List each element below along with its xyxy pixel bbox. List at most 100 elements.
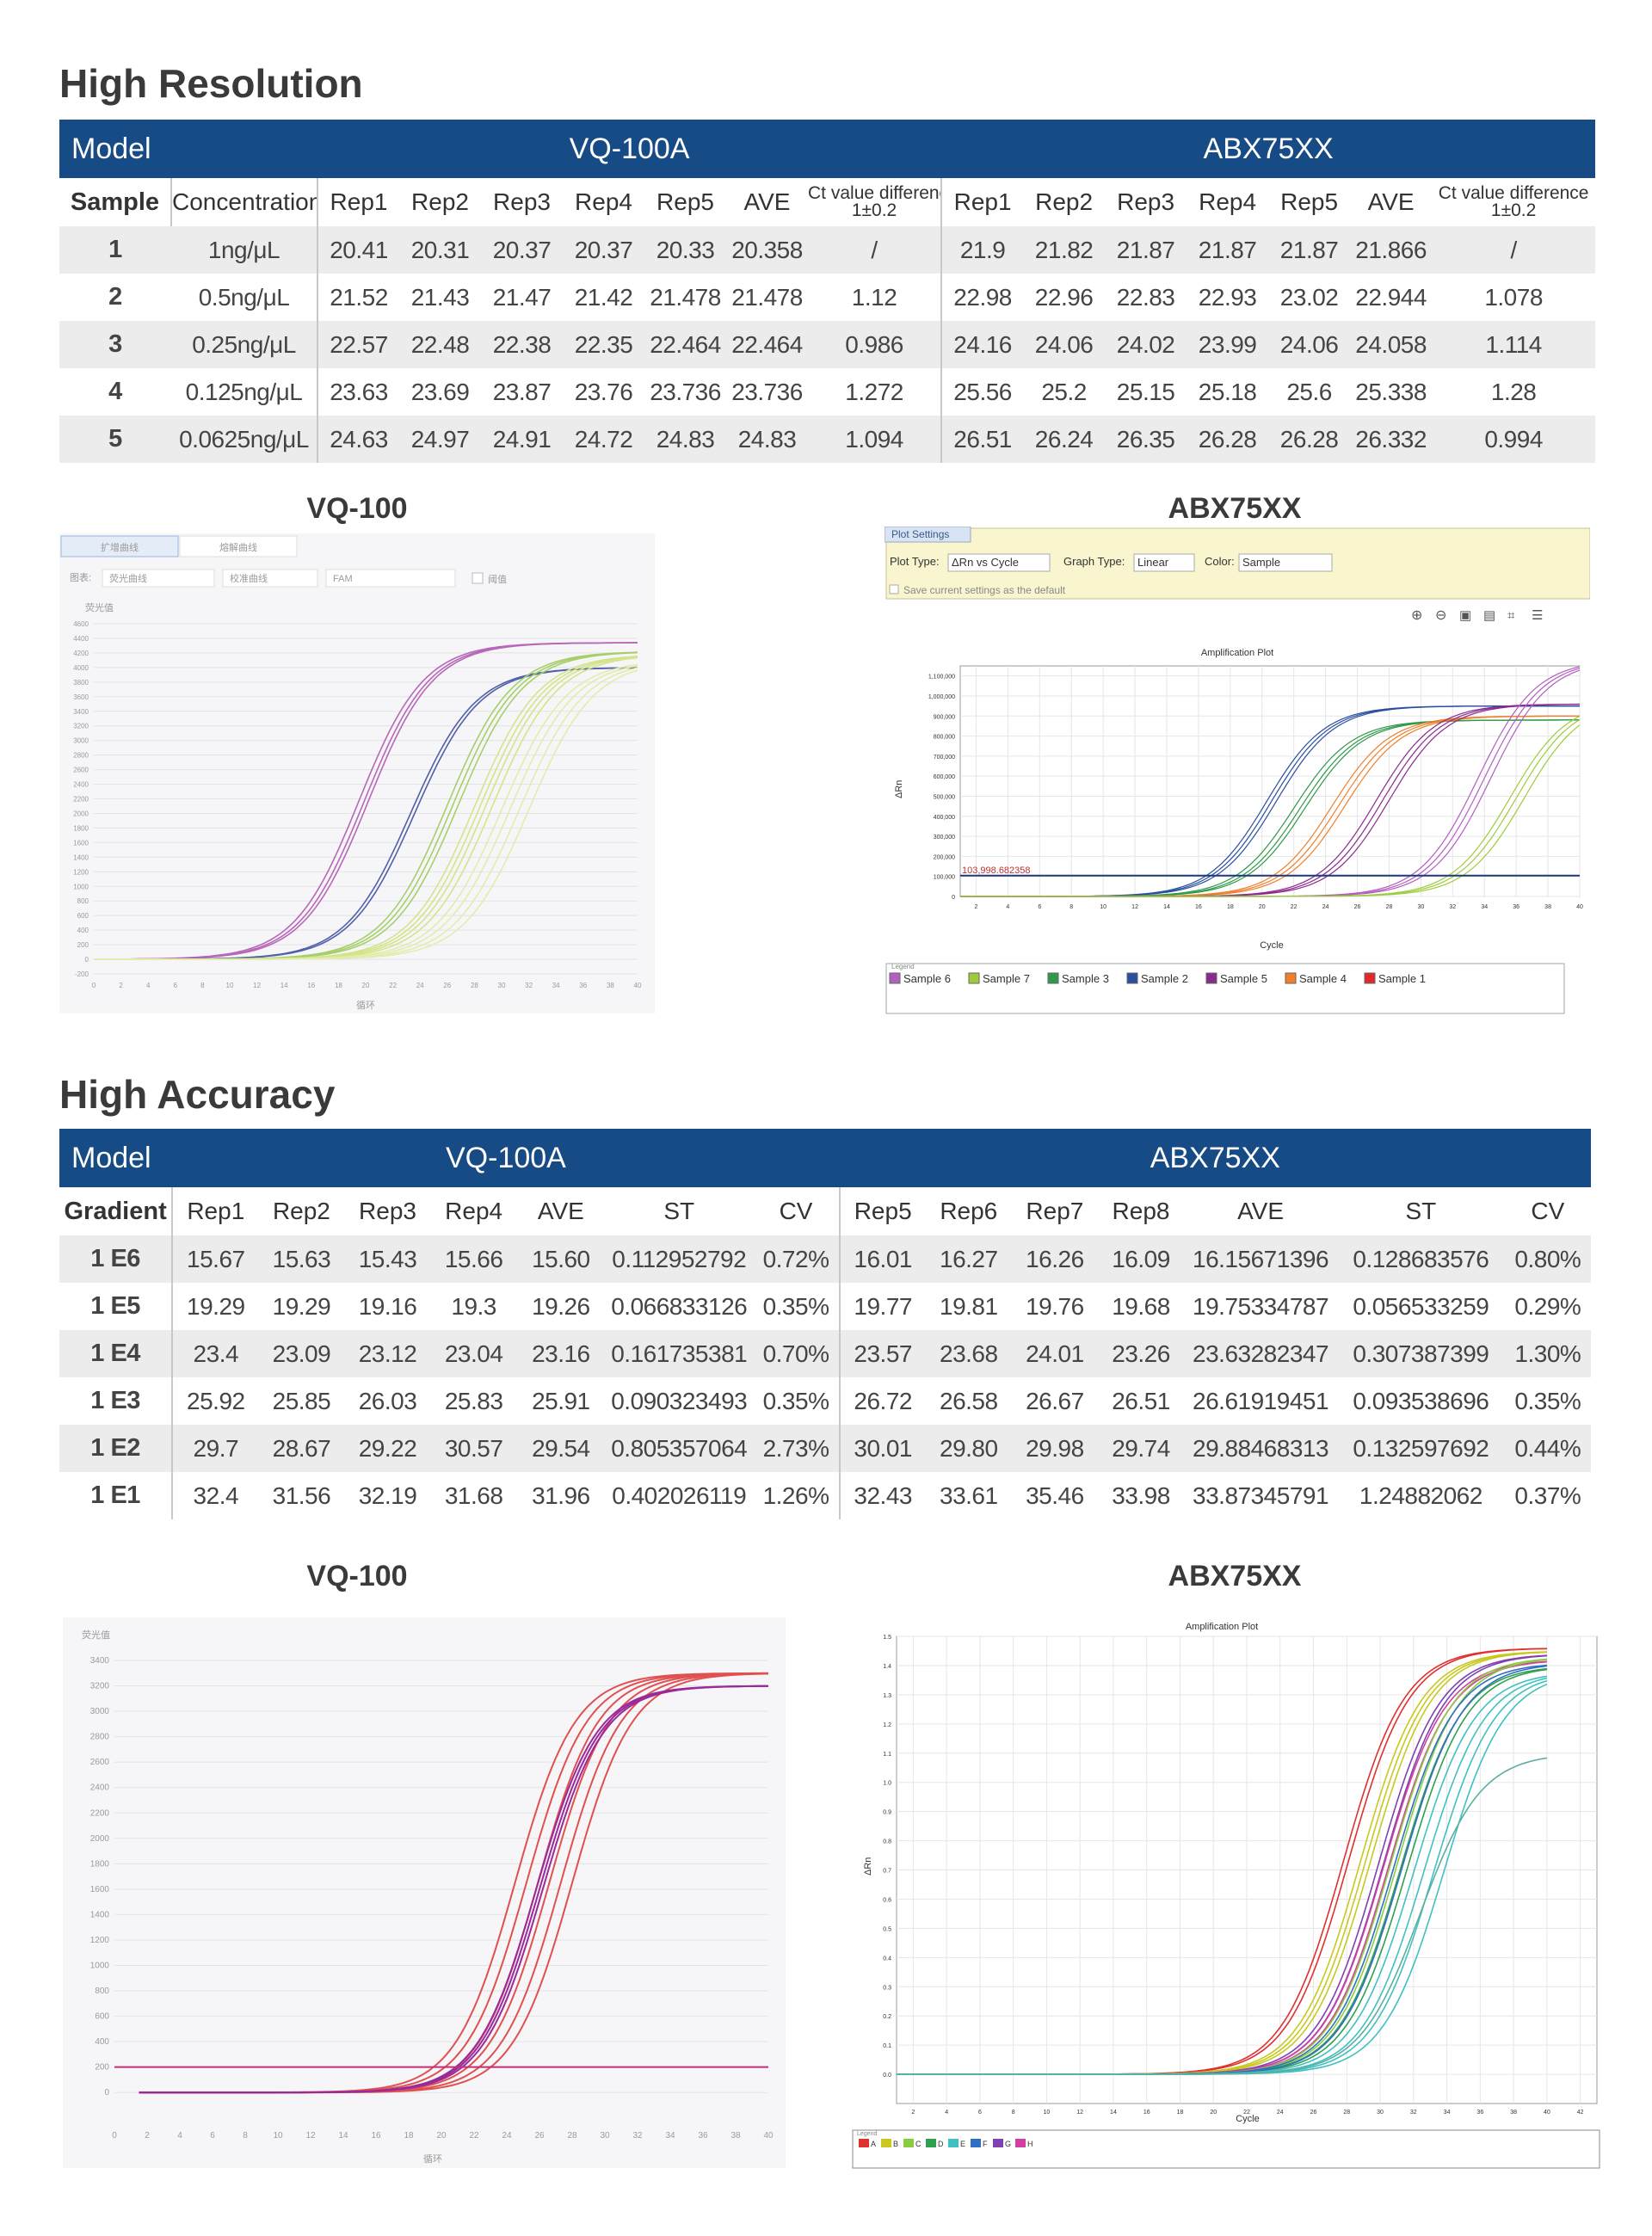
rep-cell: 25.85 xyxy=(272,1387,331,1414)
rep-header: Rep1 xyxy=(171,1187,259,1235)
y-tick-label: 1000 xyxy=(90,1962,110,1971)
x-tick-label: 16 xyxy=(1195,904,1202,910)
y-tick-label: 0.1 xyxy=(883,2043,891,2049)
x-tick-label: 6 xyxy=(1038,904,1041,910)
x-tick-label: 2 xyxy=(975,904,978,910)
x-tick-label: 16 xyxy=(307,982,315,989)
filter1-select[interactable] xyxy=(102,569,215,588)
x-tick-label: 34 xyxy=(1481,904,1488,910)
rep-cell: 15.43 xyxy=(344,1235,431,1283)
plot-type-select[interactable] xyxy=(947,553,1051,572)
y-tick-label: 1.3 xyxy=(883,1693,891,1699)
export-icon[interactable]: ▤ xyxy=(1483,608,1495,623)
x-tick-label: 6 xyxy=(210,2131,215,2141)
amplification-curve xyxy=(139,1672,768,2094)
rep-cell: 23.68 xyxy=(925,1330,1012,1377)
filter2-select[interactable] xyxy=(222,569,318,588)
save-settings-label: Save current settings as the default xyxy=(903,584,1066,596)
x-tick-label: 22 xyxy=(389,982,397,989)
color-select[interactable] xyxy=(1238,553,1333,572)
x-tick-label: 40 xyxy=(634,982,642,989)
rep-cell: 26.51 xyxy=(1112,1387,1170,1414)
rep-cell: 20.33 xyxy=(644,226,727,274)
rep-cell: 16.01 xyxy=(838,1235,926,1283)
section-title-high-resolution: High Resolution xyxy=(59,61,363,106)
rep-cell: 24.06 xyxy=(1268,321,1351,368)
rep-cell: 15.66 xyxy=(430,1235,517,1283)
y-tick-label: 3000 xyxy=(73,737,89,745)
rep-cell: 19.3 xyxy=(451,1292,496,1320)
y-tick-label: 1400 xyxy=(90,1910,110,1919)
legend-swatch xyxy=(1015,2139,1026,2147)
st-cell: 0.056533259 xyxy=(1353,1292,1489,1320)
rep-cell: 21.52 xyxy=(317,274,400,321)
threshold-checkbox[interactable] xyxy=(472,572,484,584)
ave-cell: 15.60 xyxy=(516,1235,606,1283)
filter3-select[interactable] xyxy=(325,569,456,588)
legend-entry: Sample 1 xyxy=(1378,972,1426,985)
x-tick-label: 38 xyxy=(1510,2110,1517,2116)
amplification-curve xyxy=(93,642,638,960)
ct-diff-cell: / xyxy=(808,226,942,274)
legend-entry: Sample 5 xyxy=(1220,972,1267,985)
y-tick-label: 0.6 xyxy=(883,1897,891,1903)
rep-cell: 20.37 xyxy=(481,226,564,274)
x-tick-label: 18 xyxy=(1177,2110,1184,2116)
x-tick-label: 16 xyxy=(371,2131,381,2141)
legend-swatch xyxy=(1126,972,1138,984)
y-tick-label: 3000 xyxy=(90,1707,110,1716)
legend-swatch xyxy=(1047,972,1059,984)
hr-chart-left-title: VQ-100 xyxy=(306,492,408,525)
plot-type-label: Plot Type: xyxy=(890,555,940,568)
ha-vq-chart-panel: 荧光值 循环 3400 3200 3000 2800 2600 2400 2200 2000 1… xyxy=(63,1617,786,2168)
y-tick-label: 0.9 xyxy=(883,1810,891,1816)
st-cell: 0.128683576 xyxy=(1337,1235,1505,1283)
tab-amplification-label: 扩增曲线 xyxy=(101,541,139,553)
rep-cell: 23.63 xyxy=(317,368,400,416)
gradient-header: Gradient xyxy=(59,1187,173,1235)
x-tick-label: 12 xyxy=(305,2131,316,2141)
tab-melting[interactable] xyxy=(179,535,298,557)
list-icon[interactable]: ☰ xyxy=(1532,608,1543,623)
y-tick-label: 1.5 xyxy=(883,1635,891,1641)
rep-cell: 21.82 xyxy=(1023,226,1106,274)
chart-icon[interactable]: ⌗ xyxy=(1507,608,1515,623)
legend-swatch xyxy=(889,972,901,984)
rep-cell: 22.38 xyxy=(481,321,564,368)
sample-cell: 4 xyxy=(108,378,122,405)
cv-cell: 0.35% xyxy=(762,1387,829,1414)
cv-header: CV xyxy=(753,1187,840,1235)
plot-settings-tab[interactable] xyxy=(884,526,971,543)
save-settings-checkbox[interactable] xyxy=(889,584,899,594)
x-tick-label: 14 xyxy=(280,982,288,989)
plot-area xyxy=(959,665,1581,897)
st-cell: 0.090323493 xyxy=(611,1387,748,1414)
x-tick-label: 20 xyxy=(1259,904,1266,910)
x-tick-label: 26 xyxy=(443,982,451,989)
rep-cell: 22.57 xyxy=(317,321,400,368)
y-tick-label: 2800 xyxy=(73,752,89,760)
x-tick-label: 40 xyxy=(763,2131,774,2141)
rep-cell: 29.98 xyxy=(1011,1425,1098,1472)
ha-chart-left-title: VQ-100 xyxy=(306,1560,408,1592)
hr-abx-amplification-chart: Plot Settings Plot Type: ΔRn vs Cycle Gr… xyxy=(884,526,1591,1014)
x-tick-label: 18 xyxy=(404,2131,414,2141)
rep-cell: 32.19 xyxy=(358,1481,417,1509)
cv-cell: 0.72% xyxy=(753,1235,840,1283)
zoom-out-icon[interactable]: ⊖ xyxy=(1435,608,1446,623)
graph-type-select[interactable] xyxy=(1133,553,1195,572)
ave-cell: 21.866 xyxy=(1350,226,1433,274)
y-tick-label: 3400 xyxy=(90,1656,110,1666)
graph-type-label: Graph Type: xyxy=(1063,555,1125,568)
x-tick-label: 4 xyxy=(1006,904,1009,910)
zoom-in-icon[interactable]: ⊕ xyxy=(1411,608,1422,623)
legend-swatch xyxy=(1285,972,1297,984)
rep-cell: 23.12 xyxy=(344,1330,431,1377)
threshold-label: 103,998.682358 xyxy=(962,865,1031,876)
print-icon[interactable]: ▣ xyxy=(1459,608,1471,623)
x-tick-label: 36 xyxy=(579,982,587,989)
tab-amplification[interactable] xyxy=(60,535,179,557)
gradient-cell: 1 E3 xyxy=(90,1387,140,1414)
st-cell: 0.161735381 xyxy=(605,1330,754,1377)
ave-header: AVE xyxy=(1184,1187,1338,1235)
